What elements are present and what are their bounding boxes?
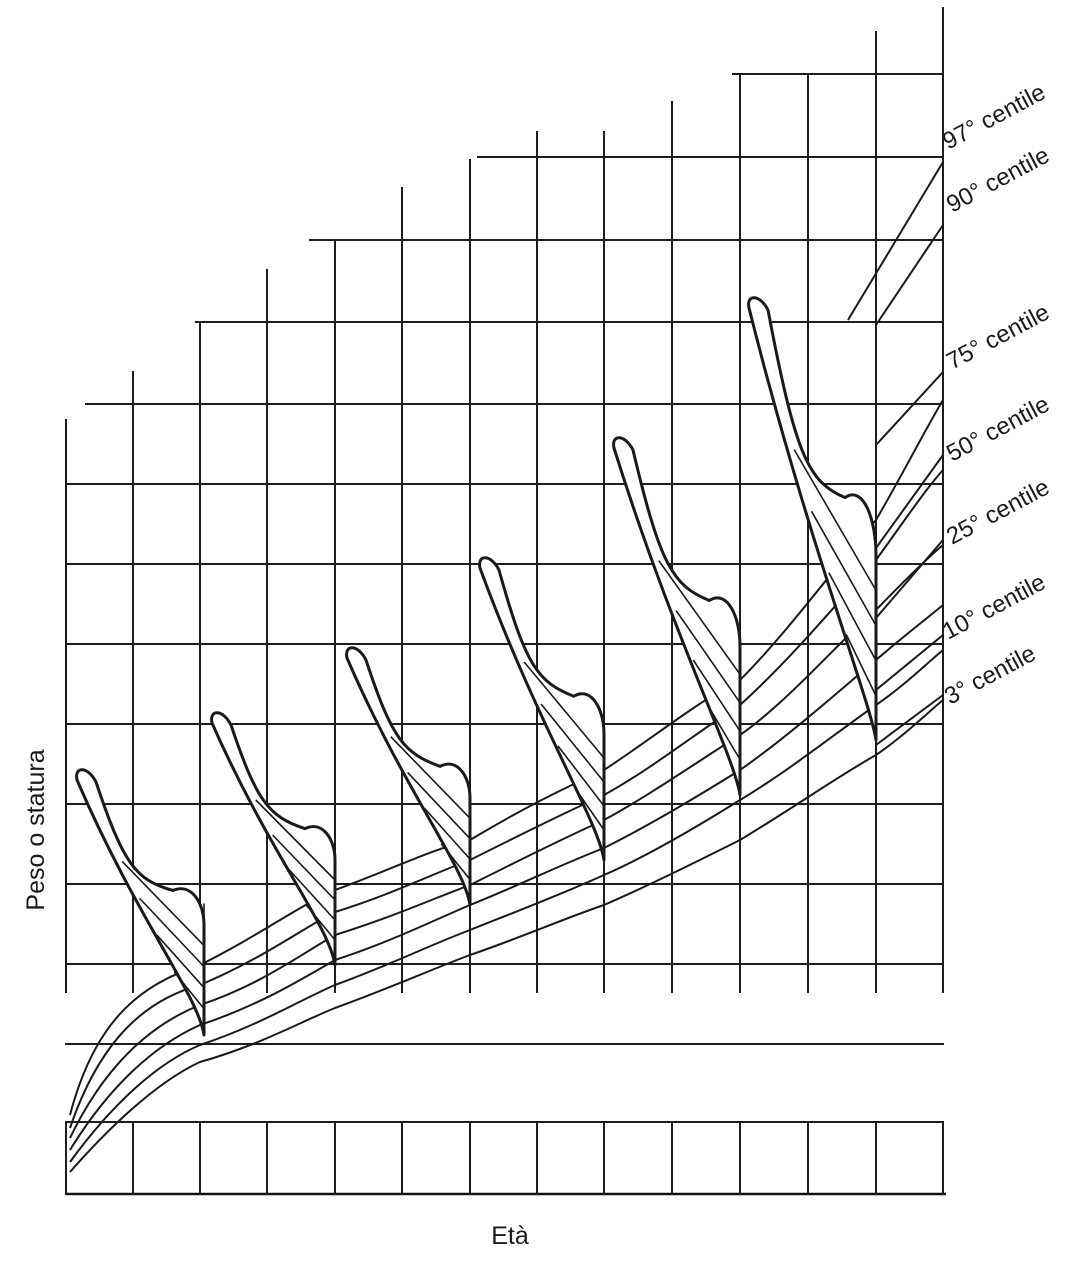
distribution-hatch [121,860,205,947]
distribution-curve [345,646,472,907]
distribution-curve [747,296,878,742]
distribution-hatch [658,560,741,675]
distribution-hatch [138,897,205,968]
distribution-hatch [557,745,605,807]
centile-curve [69,649,944,1163]
staircase-grid [65,7,946,1196]
distribution-hatch [709,709,741,760]
centile-label: 10° centile [938,569,1050,646]
distribution-hatch [305,904,336,941]
y-axis-label: Peso o statura [22,749,50,910]
distribution-hatch [173,971,205,1010]
centile-curve-end [875,694,944,746]
centile-curve-end [847,161,944,321]
centile-curve-end [875,634,944,691]
distribution-hatch [423,807,471,860]
distribution-hatch [828,572,877,662]
distribution-hatch [156,934,205,989]
centile-label: 97° centile [938,79,1050,156]
distribution-hatch [523,661,605,759]
centile-label: 90° centile [942,142,1054,219]
x-axis-label: Età [491,1222,529,1250]
distribution-hatch [390,736,471,819]
distribution-hatch [440,843,471,881]
distribution-hatch [255,799,336,881]
distribution-curve [612,436,742,797]
distribution-curve [478,556,606,862]
centile-curve-end [875,371,944,446]
centile-curve-end [875,539,944,619]
centile-label: 50° centile [942,391,1054,468]
distribution-hatch [692,659,741,732]
distribution-shapes [75,296,878,1037]
distribution-hatch [407,771,471,840]
distribution-hatch [793,449,877,591]
distribution-curve [210,711,337,967]
centile-label: 25° centile [942,474,1054,551]
centile-label: 75° centile [942,299,1054,376]
distribution-hatch [288,869,336,921]
distribution-curve [75,768,206,1037]
distribution-hatch [272,834,336,901]
centile-curve-end [875,224,944,326]
centile-label: 3° centile [940,640,1040,710]
distribution-hatch [675,609,741,704]
distribution-hatch [574,787,605,831]
distribution-hatch [540,703,605,783]
centile-curve [69,699,944,1173]
distribution-hatch [810,510,877,626]
distribution-hatch [845,634,877,697]
centile-curve-end [875,454,944,549]
